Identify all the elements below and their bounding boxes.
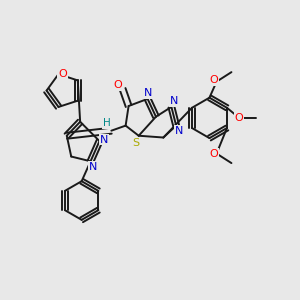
Text: H: H	[103, 118, 111, 128]
Text: O: O	[235, 113, 244, 123]
Text: N: N	[100, 135, 108, 145]
Text: O: O	[209, 148, 218, 159]
Text: N: N	[169, 96, 178, 106]
Text: N: N	[175, 126, 183, 136]
Text: S: S	[132, 139, 139, 148]
Text: O: O	[58, 69, 67, 79]
Text: O: O	[209, 75, 218, 85]
Text: N: N	[143, 88, 152, 98]
Text: O: O	[113, 80, 122, 90]
Text: N: N	[89, 162, 97, 172]
